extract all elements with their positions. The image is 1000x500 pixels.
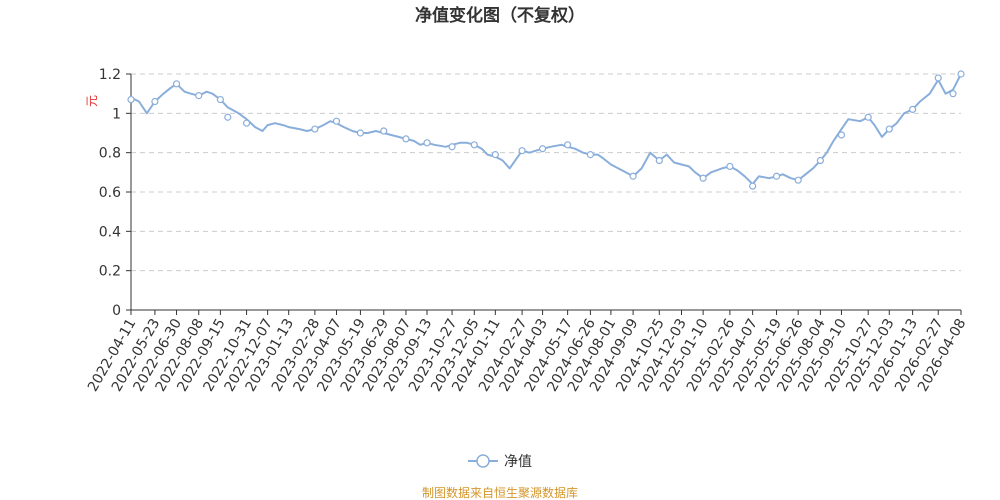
y-tick-label: 1.2 (99, 67, 121, 83)
legend[interactable]: 净值 (468, 454, 532, 470)
data-point-marker[interactable] (794, 176, 802, 184)
y-tick-label: 0.4 (99, 224, 121, 240)
data-point-marker[interactable] (127, 95, 135, 104)
data-point-marker[interactable] (224, 113, 232, 121)
grid-lines (131, 73, 961, 272)
data-point-marker[interactable] (957, 70, 965, 78)
data-point-marker[interactable] (518, 147, 526, 155)
data-point-marker[interactable] (172, 80, 181, 88)
series-line-group (130, 73, 962, 186)
data-point-marker[interactable] (909, 105, 917, 114)
data-point-marker[interactable] (837, 131, 846, 139)
data-point-marker[interactable] (402, 135, 410, 143)
data-point-marker[interactable] (699, 174, 707, 182)
x-axis: 2022-04-112022-05-232022-06-302022-08-08… (85, 309, 969, 394)
y-tick-label: 0.2 (99, 264, 121, 280)
data-point-marker[interactable] (629, 172, 637, 180)
data-point-marker[interactable] (470, 141, 478, 149)
series-line-jingzhi (130, 73, 962, 186)
data-point-marker[interactable] (934, 74, 942, 82)
data-point-marker[interactable] (151, 97, 159, 106)
data-point-marker[interactable] (655, 156, 663, 165)
footer-source: 制图数据来自恒生聚源数据库 (422, 485, 578, 500)
data-point-marker[interactable] (564, 141, 572, 149)
y-axis-label: 元 (85, 95, 99, 107)
data-point-marker[interactable] (423, 139, 431, 147)
series-markers (127, 70, 965, 190)
data-point-marker[interactable] (216, 95, 224, 104)
y-axis-ticks: 0 0.2 0.4 0.6 0.8 1 1.2 (99, 67, 132, 319)
data-point-marker[interactable] (749, 182, 757, 190)
data-point-marker[interactable] (195, 92, 203, 100)
data-point-marker[interactable] (816, 156, 824, 165)
y-tick-label: 0 (112, 303, 121, 319)
legend-label: 净值 (504, 454, 532, 470)
data-point-marker[interactable] (242, 119, 251, 127)
data-point-marker[interactable] (949, 90, 957, 98)
data-point-marker[interactable] (538, 145, 547, 153)
legend-circle-icon (476, 454, 490, 468)
data-point-marker[interactable] (448, 143, 456, 151)
y-tick-label: 1 (112, 106, 121, 122)
data-point-marker[interactable] (356, 129, 365, 137)
data-point-marker[interactable] (586, 151, 595, 159)
data-point-marker[interactable] (772, 172, 781, 180)
y-tick-label: 0.6 (99, 185, 121, 201)
data-point-marker[interactable] (332, 117, 341, 125)
data-point-marker[interactable] (491, 151, 499, 159)
data-point-marker[interactable] (380, 127, 388, 135)
data-point-marker[interactable] (864, 113, 872, 121)
y-tick-label: 0.8 (99, 146, 121, 162)
data-point-marker[interactable] (311, 125, 319, 133)
chart-title: 净值变化图（不复权） (415, 5, 585, 26)
data-point-marker[interactable] (726, 162, 734, 171)
data-point-marker[interactable] (885, 125, 893, 133)
